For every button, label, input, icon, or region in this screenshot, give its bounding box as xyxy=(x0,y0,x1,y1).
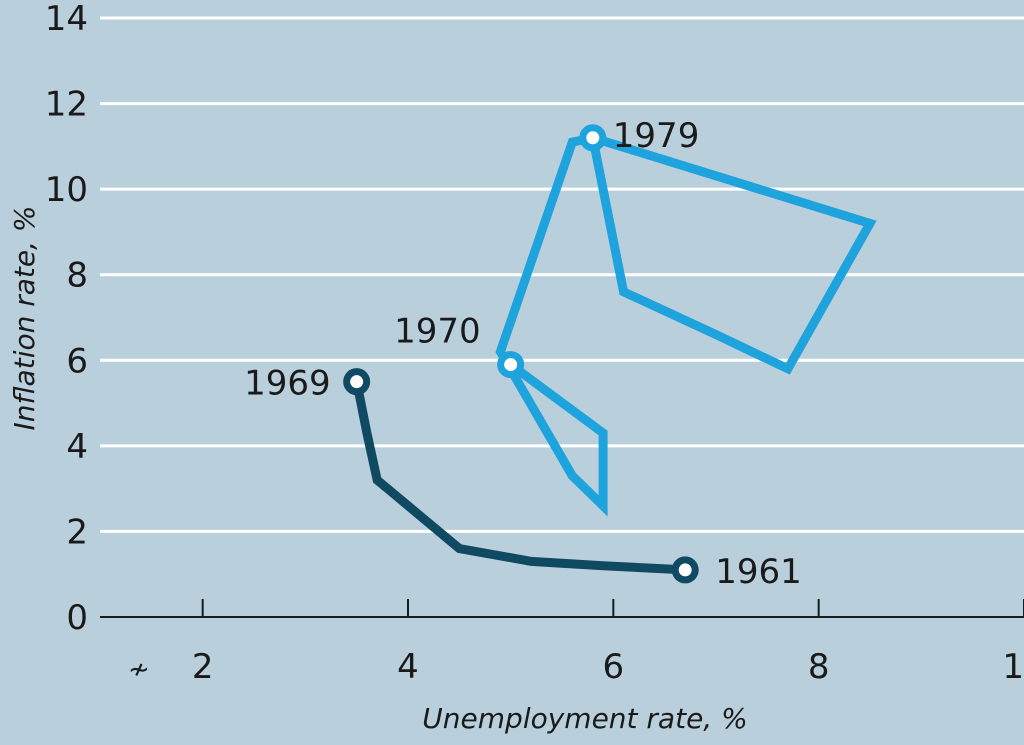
y-tick-label-4: 4 xyxy=(66,427,88,467)
point-label-1969: 1969 xyxy=(244,364,331,404)
y-tick-label-0: 0 xyxy=(66,598,88,638)
x-tick-label-6: 6 xyxy=(603,647,625,687)
x-axis-break-mark: ≁ xyxy=(128,655,150,685)
series-line-0 xyxy=(352,380,686,575)
gridlines xyxy=(100,16,1024,533)
endpoint-marker-1961 xyxy=(671,556,699,584)
axes: 0 2 4 6 8 10 12 14 2 4 6 8 10 xyxy=(45,0,1024,687)
point-label-1961: 1961 xyxy=(715,552,802,592)
point-label-1970: 1970 xyxy=(394,312,481,352)
y-tick-label-12: 12 xyxy=(45,85,88,125)
x-axis-title: Unemployment rate, % xyxy=(422,702,747,735)
y-tick-label-8: 8 xyxy=(66,256,88,296)
endpoint-marker-1969 xyxy=(343,368,371,396)
y-tick-label-10: 10 xyxy=(45,170,88,210)
y-axis-title: Inflation rate, % xyxy=(8,205,41,430)
x-tick-label-10: 10 xyxy=(1002,647,1024,687)
labels-layer: 1961 1969 1970 1979 xyxy=(244,116,802,592)
y-tick-label-6: 6 xyxy=(66,341,88,381)
y-tick-label-2: 2 xyxy=(66,512,88,552)
x-tick-label-2: 2 xyxy=(192,647,214,687)
endpoint-marker-1979 xyxy=(579,124,607,152)
y-tick-label-14: 14 xyxy=(45,0,88,39)
x-tick-label-8: 8 xyxy=(808,647,830,687)
series-layer xyxy=(343,124,877,584)
x-tick-label-4: 4 xyxy=(397,647,419,687)
point-label-1979: 1979 xyxy=(613,116,700,156)
endpoint-marker-1970 xyxy=(497,351,525,379)
